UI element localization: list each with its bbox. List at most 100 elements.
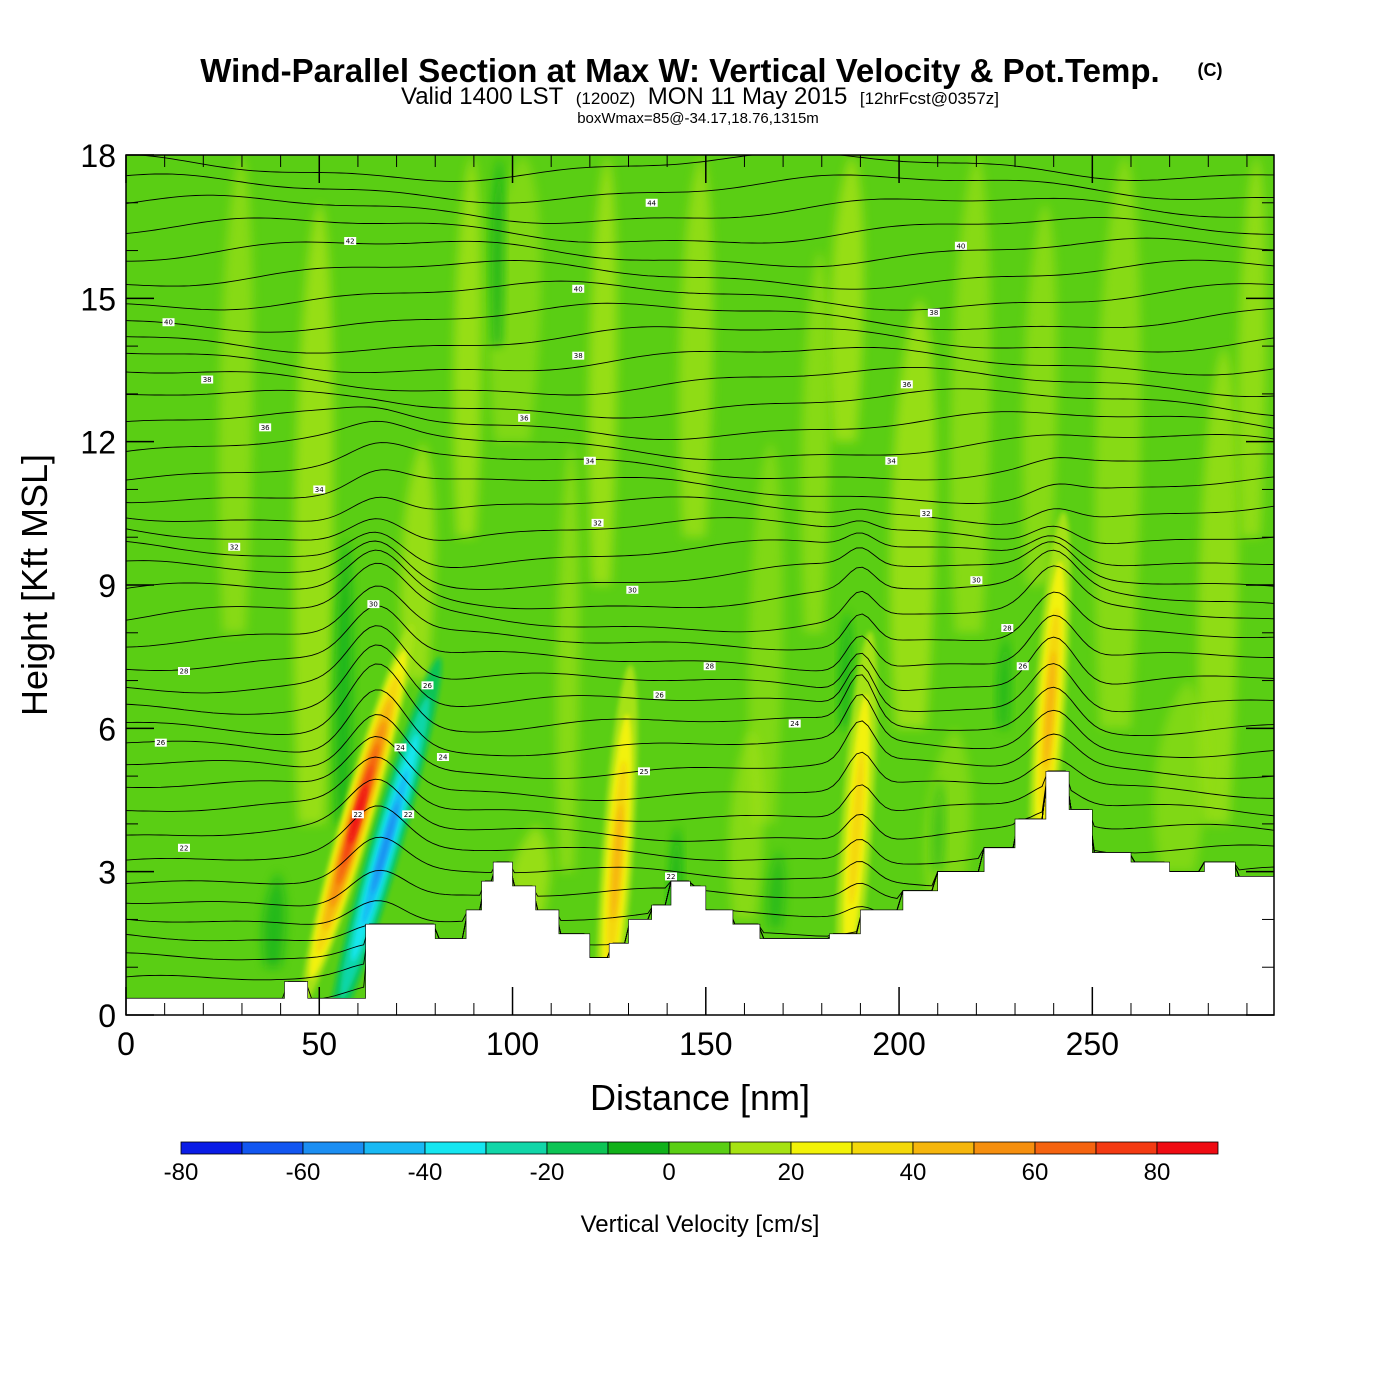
- velocity-band: [1094, 155, 1141, 729]
- theta-contour-line: [126, 714, 1274, 780]
- theta-contour-line: [126, 689, 1274, 758]
- contour-label: 40: [574, 285, 583, 293]
- velocity-cell-updraft: [1044, 650, 1056, 768]
- velocity-band: [998, 632, 1010, 729]
- forecast-info: [12hrFcst@0357z]: [860, 89, 999, 108]
- contour-label-box: [788, 719, 801, 728]
- y-tick-label: 9: [98, 568, 116, 604]
- contour-label-box: [394, 743, 407, 752]
- theta-contour-line: [126, 531, 1274, 568]
- velocity-cells: [301, 511, 1071, 1015]
- theta-contour-labels: 42 44 40 40 40 38 38 38 36 36 36 34 34 34 32 32 32 30 30 30…: [154, 198, 1029, 881]
- contour-label: 44: [647, 199, 656, 207]
- colorbar-swatch: [241, 1141, 304, 1155]
- contour-label: 24: [790, 720, 799, 728]
- theta-contour-line: [126, 346, 1274, 376]
- theta-contour-line: [126, 605, 1274, 672]
- contour-label: 40: [956, 242, 965, 250]
- contour-label: 34: [315, 486, 324, 494]
- velocity-band: [400, 441, 435, 681]
- y-axis-label: Height [Kft MSL]: [14, 454, 55, 716]
- contour-label-box: [970, 576, 983, 585]
- velocity-band: [678, 155, 714, 538]
- velocity-band: [748, 441, 783, 824]
- contour-label-box: [421, 681, 434, 690]
- colorbar-swatch: [302, 1141, 365, 1155]
- contour-label: 22: [667, 873, 676, 881]
- velocity-band: [1154, 680, 1206, 872]
- contour-label-box: [954, 241, 967, 250]
- contour-label-box: [154, 738, 167, 747]
- velocity-band: [728, 728, 764, 920]
- velocity-band: [556, 441, 580, 872]
- contour-label: 30: [628, 586, 637, 594]
- velocity-cell-updraft: [849, 752, 864, 906]
- contour-label-box: [228, 542, 241, 551]
- velocity-band: [950, 155, 991, 633]
- theta-contour-line: [126, 280, 1274, 311]
- theta-contour-line: [126, 756, 1274, 822]
- colorbar-tick-label: 20: [778, 1159, 805, 1186]
- theta-contour-line: [126, 173, 1274, 204]
- theta-contour-line: [126, 549, 1274, 610]
- colorbar-swatch: [180, 1141, 243, 1155]
- theta-contour-line: [126, 237, 1274, 268]
- contour-label-box: [900, 380, 913, 389]
- chart-title: Wind-Parallel Section at Max W: Vertical…: [200, 52, 1159, 89]
- contour-label: 38: [929, 309, 938, 317]
- terrain: [126, 771, 1274, 1015]
- theta-contour-line: [126, 326, 1274, 354]
- y-tick-label: 0: [98, 998, 116, 1034]
- colorbar-tick-label: -20: [530, 1159, 565, 1186]
- contour-label-box: [201, 375, 214, 384]
- colorbar: -80 -60 -40 -20 0 20 40 60 80: [164, 1141, 1219, 1186]
- colorbar-swatch: [363, 1141, 426, 1155]
- colorbar-title: Vertical Velocity [cm/s]: [581, 1211, 820, 1238]
- theta-contour-line: [126, 194, 1274, 224]
- contour-label: 28: [705, 663, 714, 671]
- velocity-band: [801, 250, 830, 633]
- contour-label-box: [351, 810, 364, 819]
- colorbar-swatch: [668, 1141, 731, 1155]
- colorbar-swatch: [790, 1141, 853, 1155]
- colorbar-swatch: [1095, 1141, 1158, 1155]
- theta-contour-line: [126, 217, 1274, 244]
- theta-contour-line: [126, 644, 1274, 715]
- theta-contour-line: [126, 420, 1274, 461]
- contour-label-box: [177, 843, 190, 852]
- velocity-cell-updraft: [611, 803, 623, 921]
- theta-contour-line: [126, 469, 1274, 504]
- velocity-band: [1197, 346, 1239, 824]
- contour-label: 32: [593, 519, 602, 527]
- colorbar-swatch: [729, 1141, 792, 1155]
- colorbar-swatch: [1156, 1141, 1219, 1155]
- contour-label: 34: [887, 457, 896, 465]
- contour-label: 36: [902, 381, 911, 389]
- contour-label: 26: [655, 691, 664, 699]
- velocity-band: [932, 776, 945, 872]
- x-tick-label: 50: [301, 1026, 337, 1062]
- velocity-band: [293, 202, 334, 824]
- theta-contour-line: [126, 585, 1274, 651]
- contour-label-box: [653, 690, 666, 699]
- contour-label-box: [572, 351, 585, 360]
- colorbar-tick-label: 80: [1144, 1159, 1171, 1186]
- colorbar-tick-label: 40: [900, 1159, 927, 1186]
- colorbar-tick-label: 0: [662, 1159, 675, 1186]
- velocity-band: [262, 871, 286, 968]
- y-tick-label: 12: [80, 425, 116, 461]
- contour-label-box: [583, 456, 596, 465]
- theta-contour-line: [126, 259, 1274, 290]
- contour-label: 25: [639, 768, 648, 776]
- colorbar-swatch: [485, 1141, 548, 1155]
- contour-label-box: [703, 662, 716, 671]
- contour-label-box: [637, 767, 650, 776]
- theta-contour-line: [132, 155, 1274, 182]
- contour-label-box: [645, 198, 658, 207]
- theta-contour-line: [126, 302, 1274, 333]
- contour-label: 30: [369, 601, 378, 609]
- theta-contour-line: [126, 562, 1274, 633]
- velocity-band: [453, 155, 482, 538]
- contour-label-box: [1016, 662, 1029, 671]
- contour-label-box: [927, 308, 940, 317]
